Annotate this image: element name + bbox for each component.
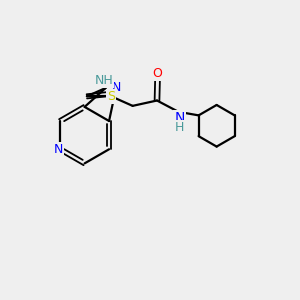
Text: NH: NH [95, 74, 113, 87]
Text: S: S [107, 90, 115, 103]
Text: N: N [112, 81, 121, 94]
Text: O: O [153, 67, 163, 80]
Text: N: N [174, 111, 185, 125]
Text: N: N [54, 143, 63, 156]
Text: H: H [175, 121, 184, 134]
